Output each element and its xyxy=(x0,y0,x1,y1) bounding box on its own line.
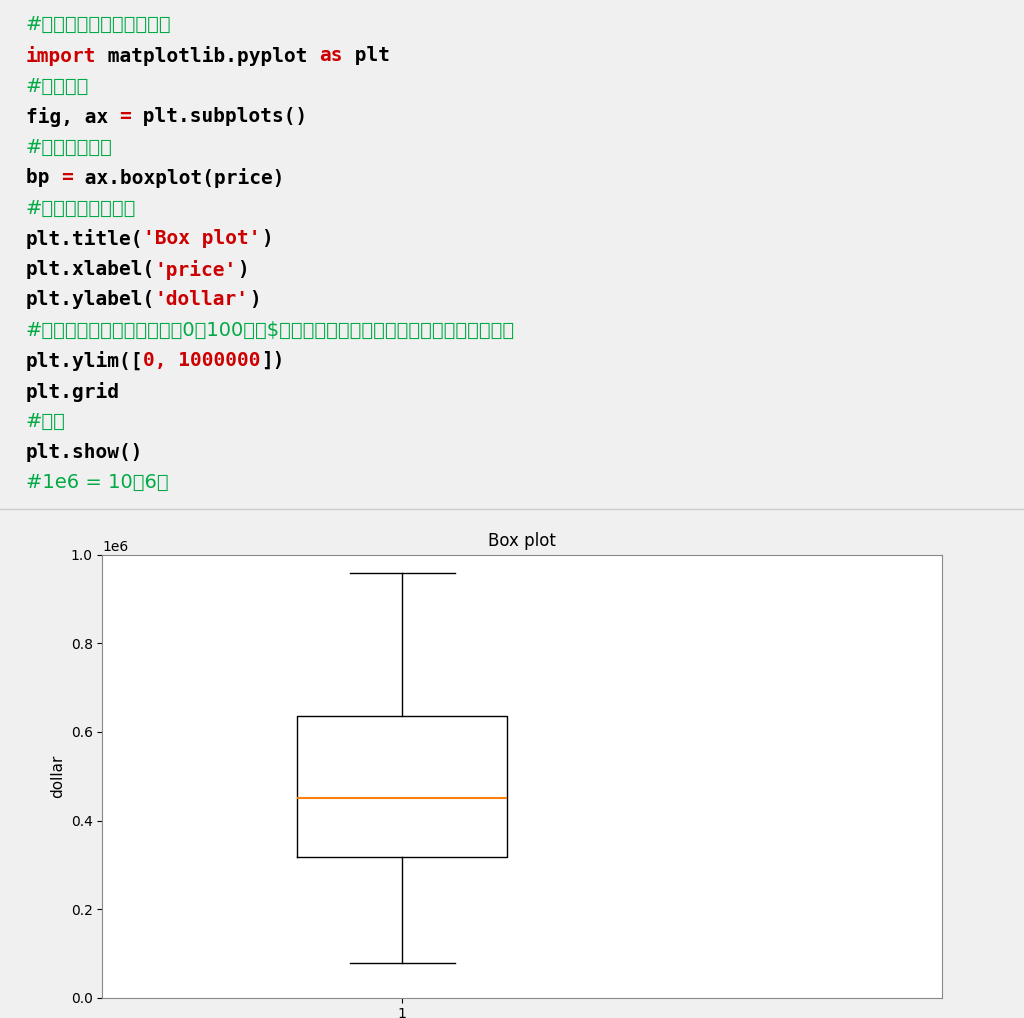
Text: 0, 1000000: 0, 1000000 xyxy=(143,351,260,371)
Text: plt.xlabel(: plt.xlabel( xyxy=(26,260,155,279)
Text: import: import xyxy=(26,46,96,66)
Text: =: = xyxy=(120,107,131,126)
Text: #縦軸の範囲を指定、今回は0～100万（$）までのデータだけを図に表示するよう指示: #縦軸の範囲を指定、今回は0～100万（$）までのデータだけを図に表示するよう指… xyxy=(26,321,515,340)
Text: =: = xyxy=(60,168,73,187)
Text: plt: plt xyxy=(343,46,390,65)
Text: 'price': 'price' xyxy=(155,260,238,280)
Text: bp: bp xyxy=(26,168,60,187)
Text: fig, ax: fig, ax xyxy=(26,107,120,127)
Text: matplotlib.pyplot: matplotlib.pyplot xyxy=(96,46,319,66)
Text: #図示: #図示 xyxy=(26,412,66,432)
Text: ): ) xyxy=(260,229,272,248)
Text: ): ) xyxy=(238,260,249,279)
Text: ]): ]) xyxy=(260,351,284,371)
Y-axis label: dollar: dollar xyxy=(50,754,66,798)
Text: #モジュールのインポート: #モジュールのインポート xyxy=(26,15,171,35)
Text: ): ) xyxy=(249,290,260,309)
Text: plt.ylabel(: plt.ylabel( xyxy=(26,290,155,309)
Text: plt.title(: plt.title( xyxy=(26,229,143,249)
Text: as: as xyxy=(319,46,343,65)
Text: plt.grid: plt.grid xyxy=(26,382,120,402)
Text: #1e6 = 10の6乗: #1e6 = 10の6乗 xyxy=(26,473,168,493)
Text: 'dollar': 'dollar' xyxy=(155,290,249,309)
Text: plt.ylim([: plt.ylim([ xyxy=(26,351,143,372)
Text: #データを引用: #データを引用 xyxy=(26,137,113,157)
Title: Box plot: Box plot xyxy=(488,532,556,551)
Text: ax.boxplot(price): ax.boxplot(price) xyxy=(73,168,284,188)
Text: plt.show(): plt.show() xyxy=(26,443,143,462)
Text: 'Box plot': 'Box plot' xyxy=(143,229,260,248)
Text: #筱ひげ図: #筱ひげ図 xyxy=(26,76,89,96)
Text: #タイトル・ラベル: #タイトル・ラベル xyxy=(26,199,136,218)
Text: plt.subplots(): plt.subplots() xyxy=(131,107,307,126)
